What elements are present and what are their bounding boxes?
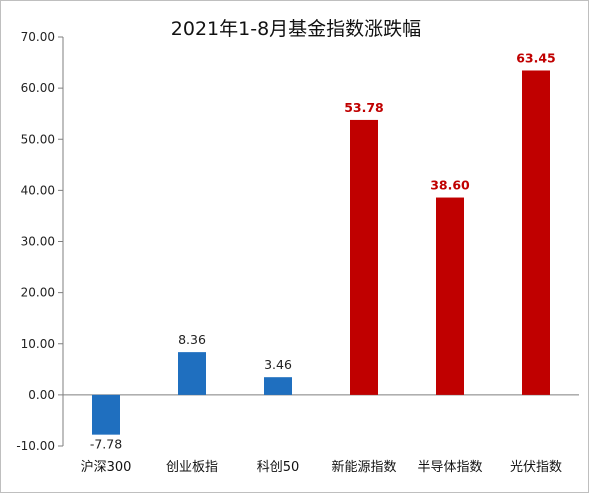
y-tick-label: 40.00 <box>21 183 55 197</box>
data-label: 63.45 <box>516 50 556 65</box>
x-category-label: 创业板指 <box>166 460 218 475</box>
data-label: 3.46 <box>264 357 292 372</box>
bar <box>436 197 464 395</box>
x-category-label: 科创50 <box>257 460 300 475</box>
y-tick-label: 50.00 <box>21 132 55 146</box>
data-label: 8.36 <box>178 332 206 347</box>
bar <box>264 377 292 395</box>
x-category-label: 光伏指数 <box>510 460 562 475</box>
y-tick-label: 20.00 <box>21 286 55 300</box>
y-tick-label: 0.00 <box>28 388 55 402</box>
data-label: 53.78 <box>344 100 384 115</box>
x-category-label: 沪深300 <box>81 459 132 475</box>
label-layer: -7.78 沪深300 8.36 创业板指 3.46 科创50 53.78 新能源指数 38.6… <box>81 50 562 475</box>
y-tick-label: 60.00 <box>21 81 55 95</box>
x-category-label: 半导体指数 <box>417 460 482 475</box>
y-tick-label: 70.00 <box>21 30 55 44</box>
data-label: 38.60 <box>430 178 470 193</box>
bar <box>178 352 206 395</box>
bar-layer <box>92 70 550 435</box>
y-tick-label: -10.00 <box>16 439 55 453</box>
y-tick-label: 30.00 <box>21 235 55 249</box>
x-category-label: 新能源指数 <box>331 459 396 475</box>
bar <box>92 394 120 435</box>
chart-title: 2021年1-8月基金指数涨跌幅 <box>171 18 421 40</box>
data-label: -7.78 <box>90 437 122 452</box>
axis-layer: -10.00 0.00 10.00 20.00 30.00 40.00 50.00 60.00… <box>16 30 579 453</box>
y-tick-label: 10.00 <box>21 337 55 351</box>
bar <box>350 119 378 395</box>
bar <box>522 70 550 395</box>
